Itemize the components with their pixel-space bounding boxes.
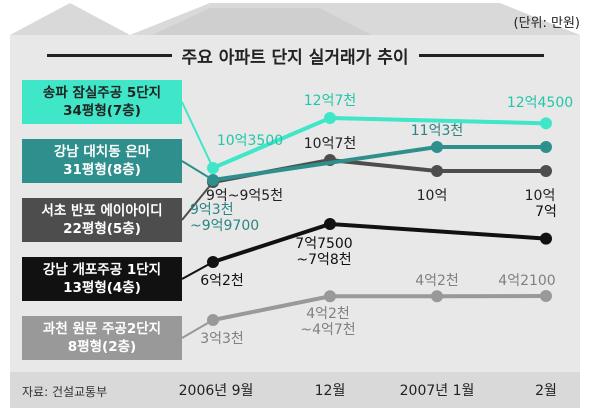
data-label-jamsil: 10억3500 bbox=[217, 133, 283, 149]
legend-label-gaepo: 강남 개포주공 1단지 13평형(4층) bbox=[22, 257, 182, 301]
legend-sub: 34평형(7층) bbox=[63, 103, 141, 119]
legend-label-gwacheon: 과천 원문 주공2단지 8평형(2층) bbox=[22, 316, 182, 360]
data-label-eunma: 9억3천 ~9억9700 bbox=[190, 202, 259, 234]
title-rule-right bbox=[418, 53, 544, 57]
legend-sub: 8평형(2층) bbox=[67, 339, 137, 355]
data-label-eunma: 11억3천 bbox=[411, 123, 463, 139]
footer-bar bbox=[10, 372, 580, 408]
chart-title: 주요 아파트 단지 실거래가 추이 bbox=[181, 47, 409, 68]
legend-box-jamsil bbox=[22, 80, 182, 124]
legend-name: 강남 개포주공 1단지 bbox=[42, 262, 162, 278]
legend-name: 송파 잠실주공 5단지 bbox=[42, 85, 162, 101]
data-point-gwacheon bbox=[540, 290, 552, 302]
data-point-gaepo bbox=[207, 256, 219, 268]
unit-label: (단위: 만원) bbox=[513, 16, 581, 31]
legend-label-jamsil: 송파 잠실주공 5단지 34평형(7층) bbox=[22, 80, 182, 124]
legend-label-eunma: 강남 대치동 은마 31평형(8층) bbox=[22, 139, 182, 183]
legend-box-gwacheon bbox=[22, 316, 182, 360]
legend-label-banpo: 서초 반포 에이아이디 22평형(5층) bbox=[22, 198, 182, 242]
data-point-gwacheon bbox=[324, 290, 336, 303]
data-point-banpo bbox=[540, 165, 552, 177]
legend-sub: 13평형(4층) bbox=[63, 280, 141, 296]
legend-box-eunma bbox=[22, 139, 182, 183]
data-label-banpo: 10억7천 bbox=[304, 136, 356, 152]
data-point-banpo bbox=[431, 165, 443, 177]
data-point-eunma bbox=[207, 174, 219, 186]
data-point-eunma bbox=[540, 141, 552, 153]
data-point-jamsil bbox=[540, 117, 552, 130]
title-rule-left bbox=[46, 53, 172, 57]
series-line-gwacheon bbox=[212, 294, 547, 322]
data-point-gaepo bbox=[540, 232, 552, 245]
data-label-banpo: 9억~9억5천 bbox=[206, 188, 283, 204]
legend-name: 서초 반포 에이아이디 bbox=[41, 203, 163, 219]
series-line-gaepo bbox=[212, 221, 547, 264]
x-tick-label: 12월 bbox=[314, 383, 346, 399]
connector-eunma bbox=[181, 160, 214, 181]
data-label-jamsil: 12억4500 bbox=[507, 95, 573, 111]
legend-name: 과천 원문 주공2단지 bbox=[42, 321, 162, 337]
data-label-gwacheon: 4억2천 ~4억7천 bbox=[300, 306, 355, 338]
data-label-banpo: 10억 bbox=[417, 188, 448, 204]
data-label-jamsil: 12억7천 bbox=[304, 93, 356, 109]
data-label-banpo: 10억 bbox=[525, 188, 556, 204]
data-label-gwacheon: 4억2100 bbox=[498, 273, 555, 289]
data-point-gwacheon bbox=[207, 314, 219, 326]
legend-box-banpo bbox=[22, 198, 182, 242]
data-label-gwacheon: 4억2천 bbox=[415, 273, 459, 289]
x-tick-label: 2007년 1월 bbox=[399, 383, 475, 399]
legend-box-gaepo bbox=[22, 257, 182, 301]
legend-sub: 31평형(8층) bbox=[63, 162, 141, 178]
data-point-jamsil bbox=[324, 112, 336, 124]
legend-name: 강남 대치동 은마 bbox=[53, 144, 151, 160]
source-note: 자료: 건설교통부 bbox=[22, 385, 108, 399]
data-label-gaepo: 7억 bbox=[535, 204, 557, 220]
data-label-gaepo: 6억2천 bbox=[200, 273, 244, 289]
data-point-eunma bbox=[431, 141, 443, 153]
data-point-jamsil bbox=[207, 162, 219, 174]
data-label-gwacheon: 3억3천 bbox=[200, 331, 244, 347]
x-tick-label: 2006년 9월 bbox=[178, 383, 254, 399]
data-point-gaepo bbox=[324, 218, 336, 230]
x-tick-label: 2월 bbox=[535, 383, 557, 399]
chart-title-bar: 주요 아파트 단지 실거래가 추이 bbox=[10, 41, 580, 69]
data-point-gwacheon bbox=[431, 290, 443, 303]
data-label-gaepo: 7억7500 ~7억8천 bbox=[295, 236, 352, 268]
connector-jamsil bbox=[181, 101, 214, 169]
connector-banpo bbox=[181, 181, 214, 221]
legend-sub: 22평형(5층) bbox=[63, 221, 141, 237]
